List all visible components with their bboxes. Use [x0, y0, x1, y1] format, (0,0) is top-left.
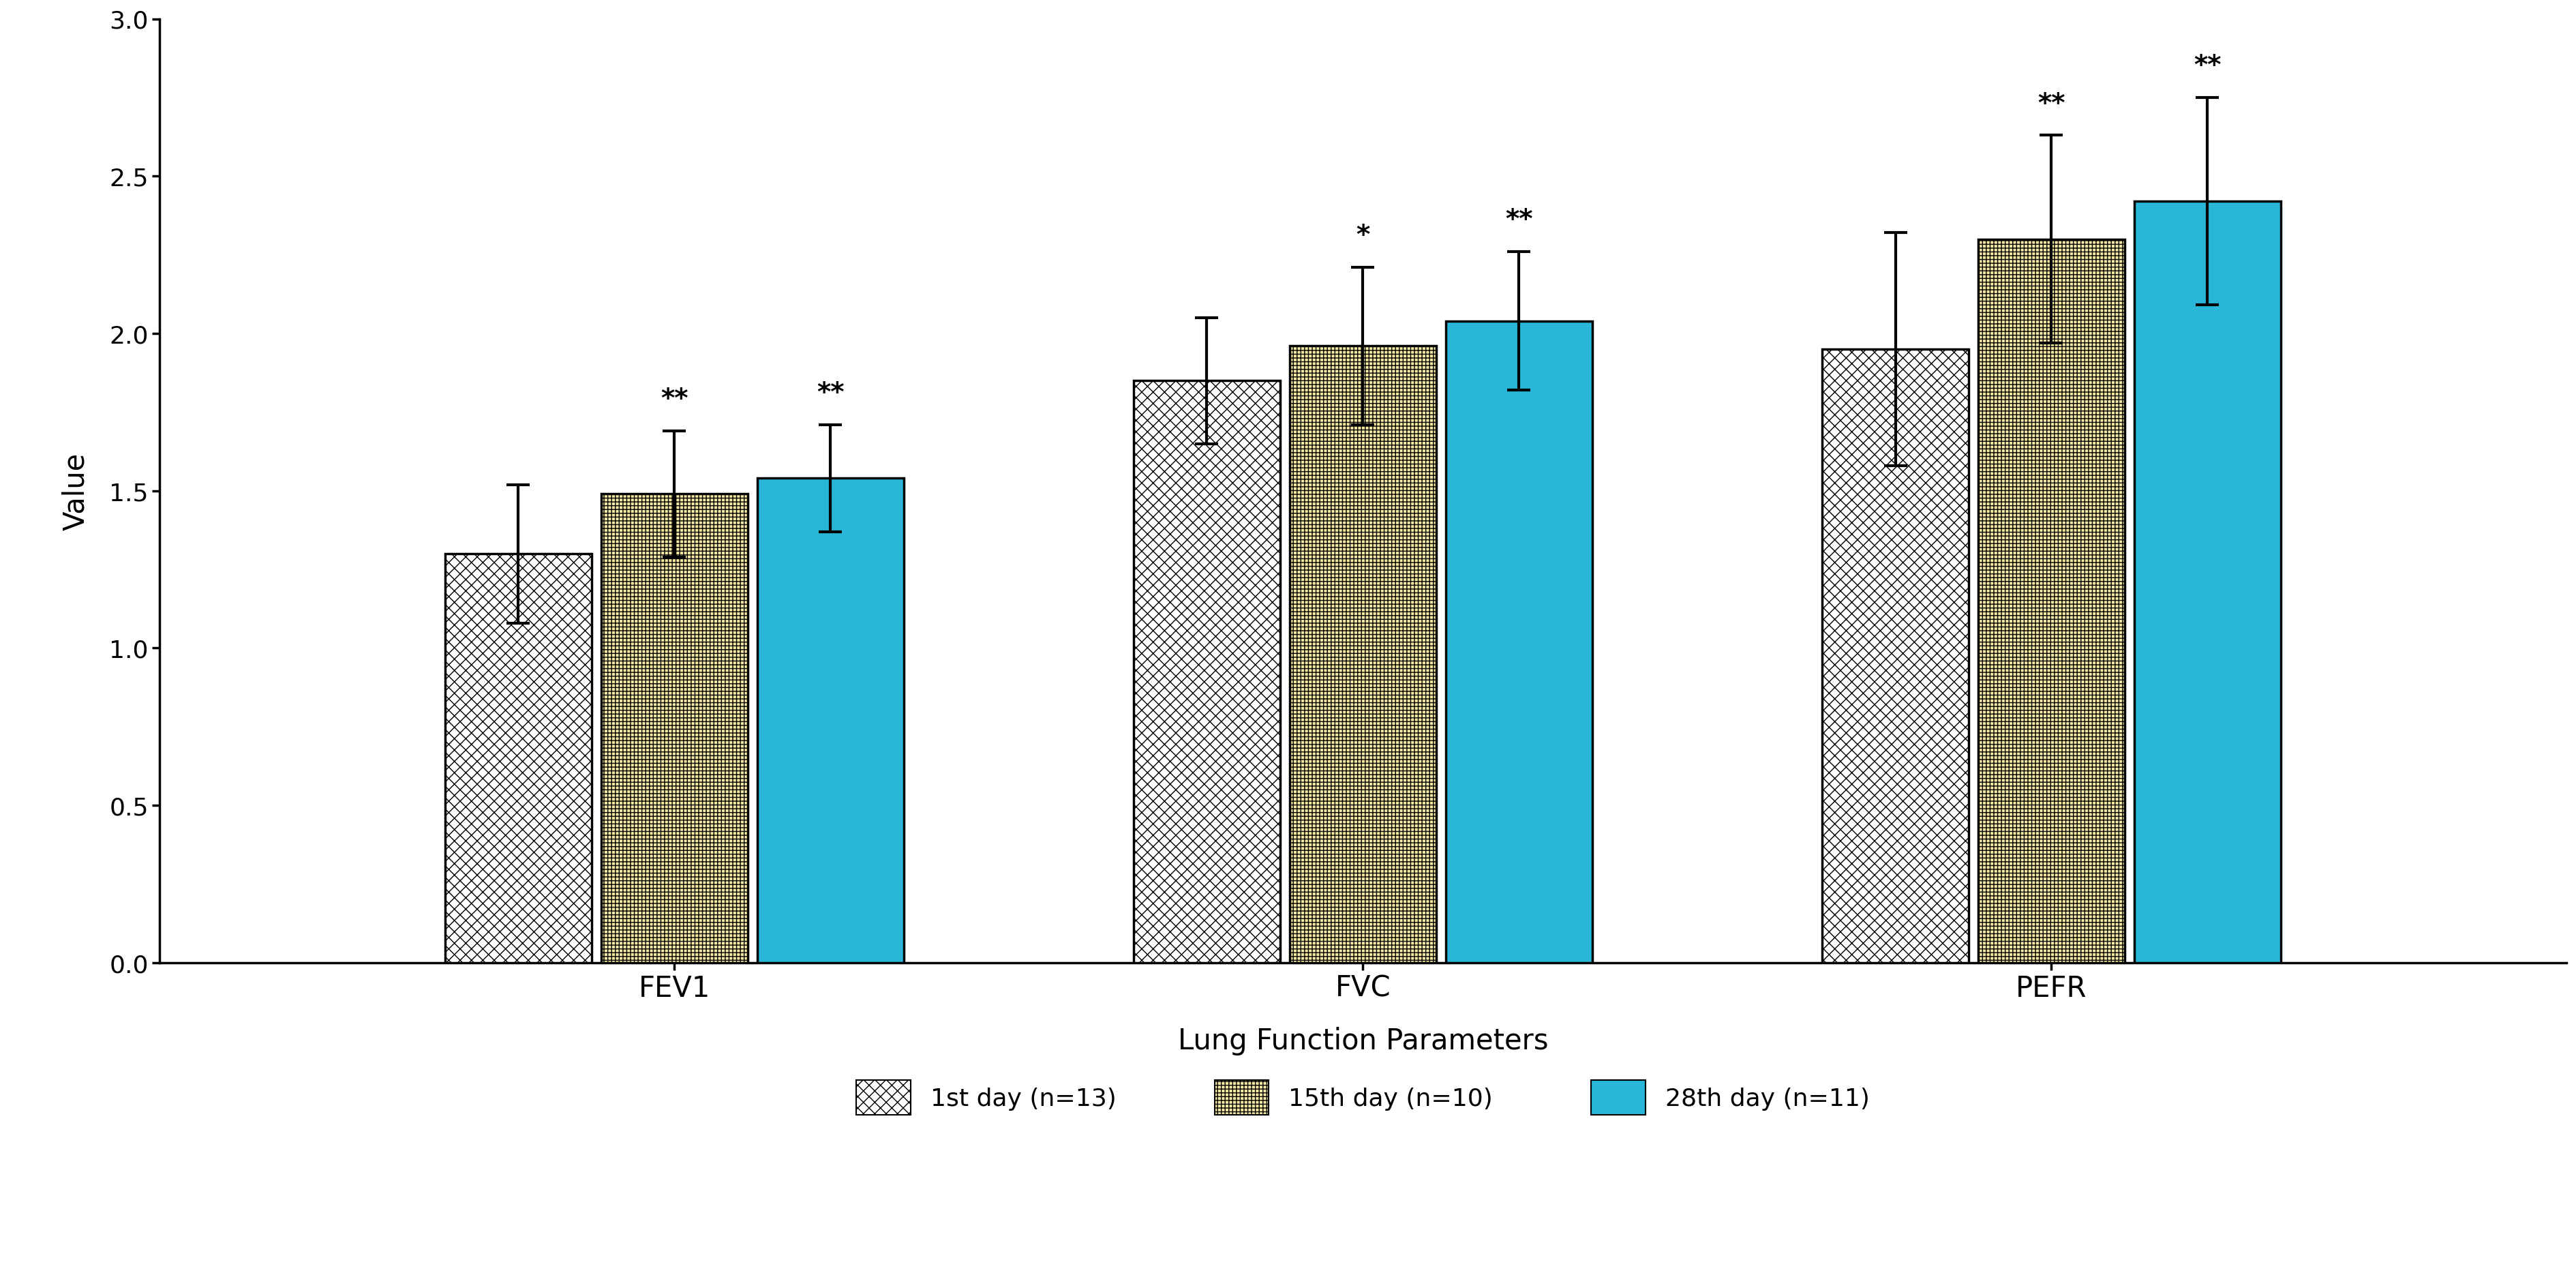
Bar [1445, 321, 1592, 963]
Bar [1288, 346, 1435, 963]
Bar [2133, 202, 2280, 963]
Text: **: ** [2192, 53, 2221, 79]
Bar [1821, 349, 1968, 963]
Legend: 1st day (n=13), 15th day (n=10), 28th day (n=11): 1st day (n=13), 15th day (n=10), 28th da… [832, 1055, 1893, 1140]
Bar [1978, 240, 2125, 963]
Text: **: ** [659, 386, 688, 412]
Bar [1133, 381, 1280, 963]
Bar [757, 479, 904, 963]
Y-axis label: Value: Value [62, 452, 90, 531]
Text: *: * [1355, 223, 1370, 249]
Text: **: ** [2038, 91, 2066, 117]
Text: **: ** [1504, 207, 1533, 233]
Bar [600, 495, 747, 963]
Text: **: ** [817, 380, 845, 406]
X-axis label: Lung Function Parameters: Lung Function Parameters [1177, 1027, 1548, 1055]
Bar [446, 554, 592, 963]
